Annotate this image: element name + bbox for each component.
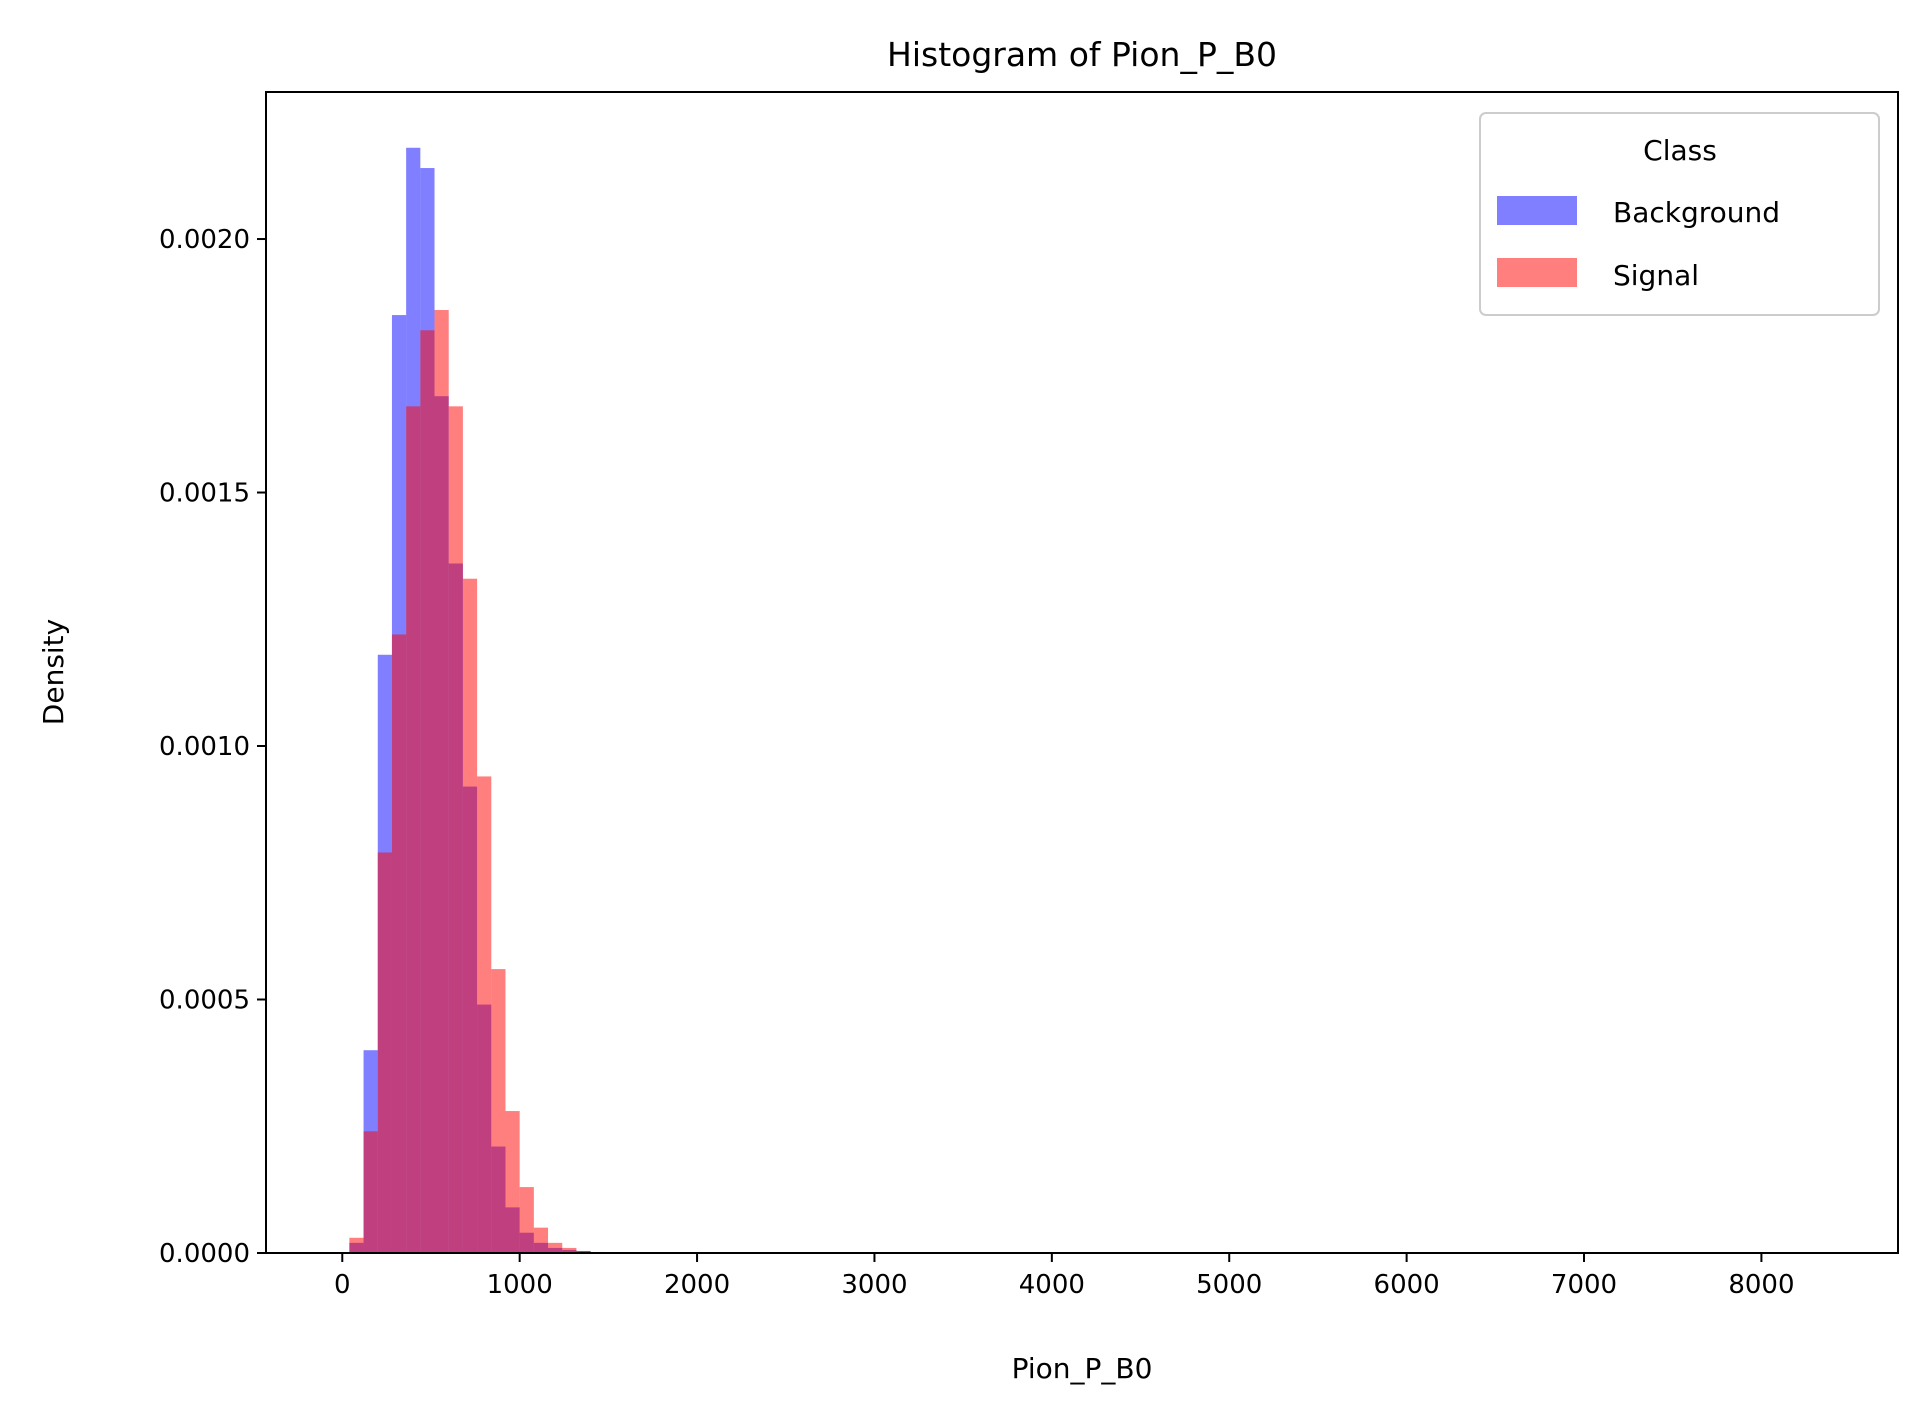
- bar-signal-9: [477, 776, 492, 1253]
- bar-signal-16: [576, 1250, 591, 1253]
- bar-signal-1: [363, 1131, 378, 1253]
- y-axis-label: Density: [37, 619, 70, 725]
- bar-signal-4: [406, 406, 421, 1253]
- bar-signal-8: [462, 578, 478, 1253]
- x-tick-label: 5000: [1196, 1270, 1262, 1300]
- bar-signal-5: [420, 330, 435, 1254]
- x-tick-label: 3000: [841, 1270, 907, 1300]
- y-tick-label: 0.0015: [159, 479, 250, 509]
- y-axis-ticks: 0.0000 0.0005 0.0010 0.0015 0.0020: [159, 225, 266, 1269]
- bar-signal-12: [519, 1187, 534, 1253]
- y-tick-label: 0.0020: [159, 225, 250, 255]
- x-tick-label: 1000: [487, 1270, 553, 1300]
- bar-signal-3: [391, 634, 407, 1253]
- x-tick-label: 2000: [664, 1270, 730, 1300]
- bar-signal-11: [505, 1111, 520, 1253]
- plot-frame: [265, 91, 1899, 1254]
- bar-signal-2: [377, 852, 392, 1253]
- y-tick-label: 0.0010: [159, 732, 250, 762]
- bar-signal-10: [491, 969, 506, 1253]
- legend-label-signal: Signal: [1613, 259, 1699, 292]
- x-tick-label: 8000: [1728, 1270, 1794, 1300]
- bar-signal-6: [434, 310, 449, 1253]
- chart-title: Histogram of Pion_P_B0: [887, 35, 1277, 74]
- x-tick-label: 6000: [1374, 1270, 1440, 1300]
- legend-title: Class: [1643, 134, 1717, 167]
- bar-signal-13: [533, 1227, 549, 1253]
- legend-swatch-signal: [1497, 258, 1577, 287]
- bar-signal-15: [562, 1247, 577, 1253]
- legend: Class Background Signal: [1479, 112, 1880, 316]
- legend-box: [1479, 112, 1880, 316]
- legend-swatch-background: [1497, 196, 1577, 225]
- y-tick-label: 0.0005: [159, 986, 250, 1016]
- y-tick-label: 0.0000: [159, 1239, 250, 1269]
- x-tick-label: 4000: [1019, 1270, 1085, 1300]
- x-tick-label: 7000: [1551, 1270, 1617, 1300]
- bar-signal-7: [448, 406, 463, 1253]
- bar-signal-0: [349, 1237, 364, 1253]
- bar-signal-14: [548, 1242, 563, 1253]
- legend-label-background: Background: [1613, 196, 1780, 229]
- x-axis-ticks: 0 1000 2000 3000 4000 5000 6000 7000 8000: [334, 1253, 1794, 1300]
- x-tick-label: 0: [334, 1270, 351, 1300]
- x-axis-label: Pion_P_B0: [1012, 1352, 1153, 1385]
- histogram-bars: [349, 147, 620, 1254]
